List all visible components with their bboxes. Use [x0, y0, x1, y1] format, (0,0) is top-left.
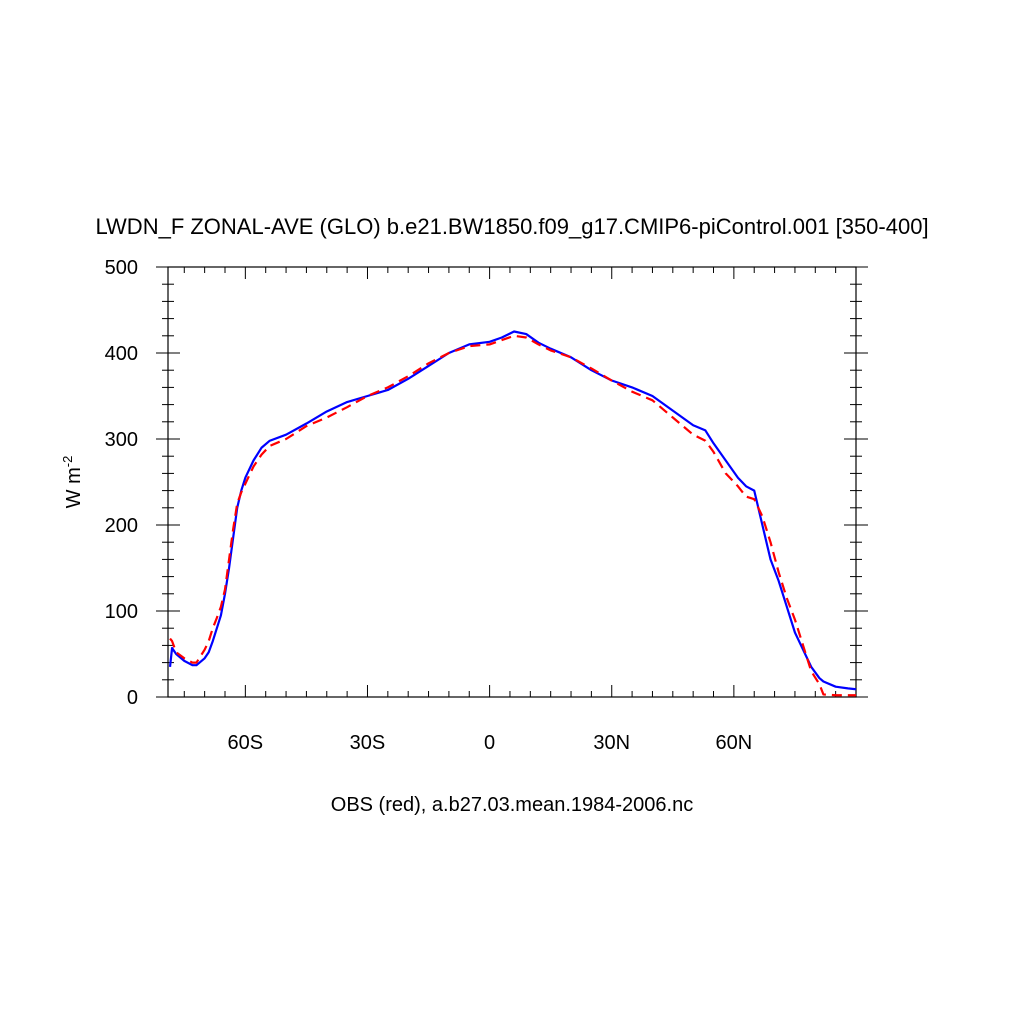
y-tick-label: 200	[105, 515, 138, 537]
y-axis-label: W m-2	[60, 456, 85, 509]
y-label-text: W m	[63, 467, 85, 508]
y-tick-label: 100	[105, 601, 138, 623]
y-tick-label: 0	[127, 687, 138, 709]
y-tick-label: 400	[105, 343, 138, 365]
x-tick-label: 30S	[350, 732, 386, 754]
plot-frame	[167, 266, 857, 698]
data-line	[168, 330, 857, 691]
data-line	[169, 334, 856, 697]
x-tick-label: 0	[484, 732, 495, 754]
x-tick-label: 60S	[228, 732, 264, 754]
y-tick-label: 500	[105, 257, 138, 279]
annotation: OBS (red), a.b27.03.mean.1984-2006.nc	[331, 794, 693, 816]
x-tick-label: 60N	[716, 732, 753, 754]
x-tick-label: 30N	[593, 732, 630, 754]
chart-title: LWDN_F ZONAL-AVE (GLO) b.e21.BW1850.f09_…	[95, 214, 928, 239]
y-label-superscript: -2	[60, 456, 75, 468]
y-tick-label: 300	[105, 429, 138, 451]
